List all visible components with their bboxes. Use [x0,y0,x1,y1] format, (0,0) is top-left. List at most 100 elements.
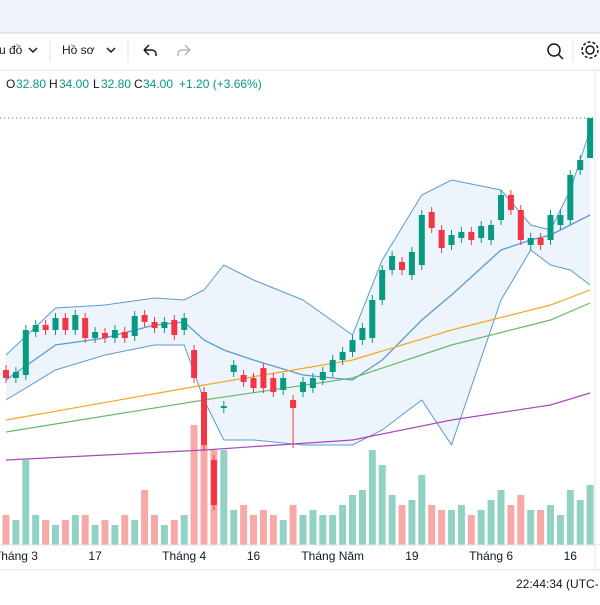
band-upper [5,129,591,356]
profile-menu[interactable]: Hồ sơ [62,43,95,57]
x-tick-label: Tháng 3 [0,549,38,563]
volume-bar [358,490,366,545]
candle-body [191,350,198,378]
candle-body [428,212,435,228]
volume-bar [547,505,554,545]
toolbar [0,33,600,70]
volume-bar [289,505,297,545]
candle-body [517,210,524,240]
candle-body [567,175,574,220]
volume-bar [507,505,515,545]
candle-body [92,332,99,338]
candle-body [359,328,366,340]
undo-button[interactable] [143,44,157,56]
candle-body [82,318,89,338]
candle-body [32,325,39,332]
volume-bar [61,520,69,545]
volume-bar [250,515,257,545]
moving-average [5,302,591,433]
volume-bar [467,515,475,545]
volume-bar [52,525,59,545]
candle-body [557,215,564,225]
candle-body [498,195,504,220]
legend-label: L [93,77,100,91]
x-tick-label: 19 [405,549,419,563]
candle-body [42,325,49,330]
volume-bar [42,520,50,545]
volume-bar [200,445,208,545]
candle-body [349,340,356,352]
candle-body [121,332,128,338]
candle-body [210,460,217,505]
legend-change: +1.20 (+3.66%) [179,77,262,91]
volume-bar [2,515,10,545]
candle-body [52,318,59,330]
volume-bar [428,505,436,545]
volume-bar [22,460,30,545]
candle-body [507,195,514,210]
settings-button[interactable] [585,45,595,55]
volume-bar [160,525,168,545]
legend-value: 32.80 [101,77,131,91]
volume-bar [180,515,188,545]
volume-bar [279,520,287,545]
candle-body [488,225,495,240]
volume-bar [398,505,406,545]
candle-body [319,372,326,380]
volume-bar [368,450,376,545]
volume-bar [190,425,198,545]
search-button[interactable] [547,43,561,57]
candle-body [230,365,237,372]
legend-label: H [49,77,58,91]
volume-bar [269,515,277,545]
candle-body [438,230,445,248]
volume-bar [487,500,495,545]
candle-body [587,118,594,158]
candle-body [329,360,336,372]
chevron [106,47,116,54]
volume-bar [418,475,426,545]
candle-body [448,235,455,245]
volume-bar [220,450,228,545]
volume-bar [299,515,307,545]
candle-body [181,318,188,330]
plot-area [0,117,595,545]
candle-body [458,232,465,238]
redo-button[interactable] [177,44,191,56]
chart-menu[interactable]: u đồ [0,43,23,57]
candle-body [379,270,386,300]
x-tick-label: 16 [247,549,261,563]
volume-bar [259,510,267,545]
candle-body [290,400,297,408]
settings-gear [581,41,599,59]
x-tick-label: Tháng Năm [301,549,364,563]
clock: 22:44:34 (UTC- [516,577,599,591]
volume-bar [12,520,20,545]
volume-bar [319,515,327,545]
candle-body [408,252,415,275]
candle-body [102,333,108,338]
volume-bar [576,500,584,545]
band-fill [6,130,591,445]
candle-body [72,315,79,330]
volume-bar [329,515,337,545]
candle-body [577,160,584,170]
candle-body [270,378,277,392]
volume-bar [141,490,149,545]
volume-bar [91,525,99,545]
candle-body [537,238,544,245]
volume-bar [408,500,416,545]
volume-bar [101,520,109,545]
volume-bar [170,520,178,545]
candle-body [547,215,554,240]
volume-bar [388,495,396,545]
candle-body [309,378,316,388]
candle-body [339,352,346,360]
candle-body [12,372,19,378]
candle-body [3,370,9,378]
legend-value: 32.80 [16,77,46,91]
volume-bar [349,495,356,545]
legend-value: 34.00 [143,77,173,91]
x-tick-label: Tháng 4 [162,549,206,563]
